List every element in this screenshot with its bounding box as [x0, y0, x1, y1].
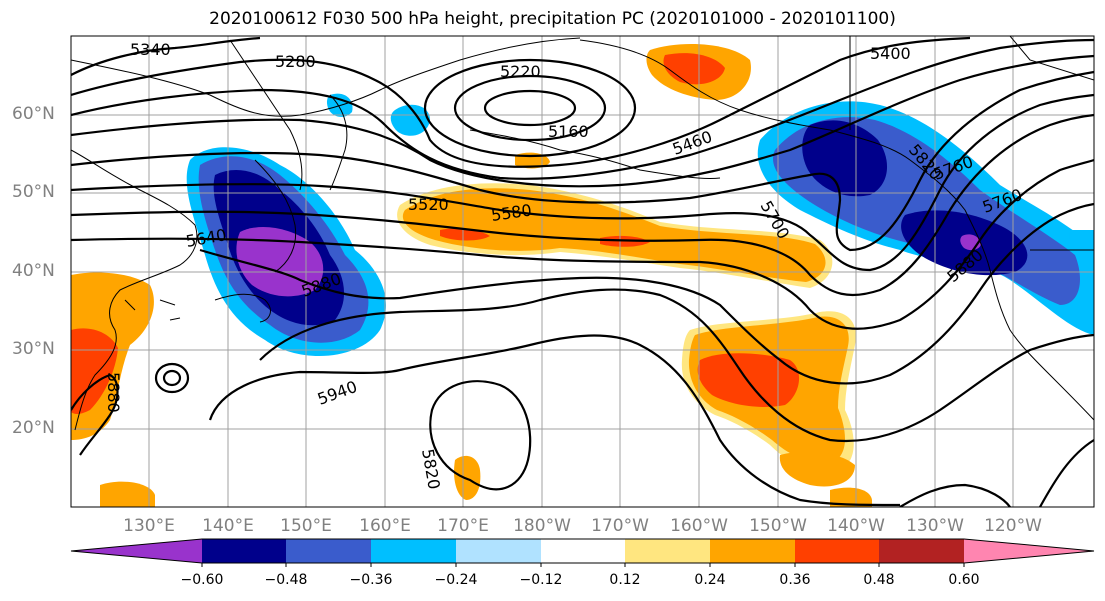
contour-label: 5520	[408, 195, 449, 214]
map-gridlines	[71, 36, 1094, 507]
lon-label: 130°W	[906, 516, 964, 536]
contour-label: 5220	[500, 62, 541, 81]
colorbar-tick-label: 0.48	[863, 572, 895, 588]
colorbar-tick-label: 0.24	[694, 572, 726, 588]
lon-label: 140°W	[827, 516, 885, 536]
colorbar-segment	[625, 539, 710, 563]
lon-label: 180°W	[513, 516, 571, 536]
colorbar-tick-label: 0.12	[609, 572, 641, 588]
colorbar-extend-high	[964, 539, 1094, 563]
lon-label: 160°E	[359, 516, 411, 536]
lon-label: 160°W	[670, 516, 728, 536]
colorbar-tick-label: −0.12	[519, 572, 563, 588]
plot-frame	[70, 35, 1095, 508]
colorbar-segment	[710, 539, 795, 563]
height-contours	[71, 36, 1094, 507]
lon-label: 150°E	[280, 516, 332, 536]
lon-label: 130°E	[123, 516, 175, 536]
colorbar-tick-label: −0.60	[180, 572, 224, 588]
lon-label: 150°W	[749, 516, 807, 536]
shade-negative-1-coast	[1069, 230, 1094, 262]
colorbar-tick-label: 0.60	[948, 572, 980, 588]
lat-label: 20°N	[12, 418, 55, 438]
colorbar-segment	[371, 539, 456, 563]
lat-label: 30°N	[12, 339, 55, 359]
colorbar-segment	[541, 539, 625, 563]
shade-positive-2-south	[779, 451, 855, 487]
contour-label: 5280	[275, 52, 316, 71]
contour-label: 5340	[130, 40, 171, 59]
colorbar-segment	[286, 539, 371, 563]
shade-negative-1-bering	[390, 104, 430, 136]
contour-label: 5880	[104, 372, 123, 413]
colorbar-tick-label: −0.48	[264, 572, 308, 588]
shade-strong-negative-japan	[236, 227, 324, 297]
lon-label: 170°E	[437, 516, 489, 536]
contour-label: 5160	[548, 122, 589, 141]
colorbar-segment	[202, 539, 286, 563]
colorbar-extend-low	[71, 539, 202, 563]
colorbar-tick-label: −0.24	[434, 572, 478, 588]
colorbar-tick-label: −0.36	[349, 572, 393, 588]
map-title: 2020100612 F030 500 hPa height, precipit…	[209, 9, 896, 29]
shade-positive-2-scs	[100, 481, 155, 507]
shade-positive-2-southeast	[830, 487, 872, 507]
lat-label: 50°N	[12, 182, 55, 202]
colorbar	[70, 538, 1095, 567]
colorbar-segment	[456, 539, 541, 563]
shade-negative-1-kamchatka	[326, 93, 353, 117]
colorbar-segment	[879, 539, 964, 563]
lat-label: 40°N	[12, 261, 55, 281]
lat-label: 60°N	[12, 104, 55, 124]
lon-label: 140°E	[202, 516, 254, 536]
contour-label: 5400	[870, 44, 911, 63]
lon-label: 170°W	[591, 516, 649, 536]
lon-label: 120°W	[984, 516, 1042, 536]
coastlines	[71, 36, 1094, 431]
colorbar-segment	[795, 539, 879, 563]
colorbar-tick-label: 0.36	[779, 572, 811, 588]
